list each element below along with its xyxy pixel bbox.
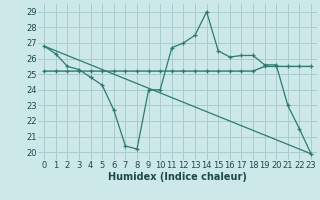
X-axis label: Humidex (Indice chaleur): Humidex (Indice chaleur) — [108, 172, 247, 182]
